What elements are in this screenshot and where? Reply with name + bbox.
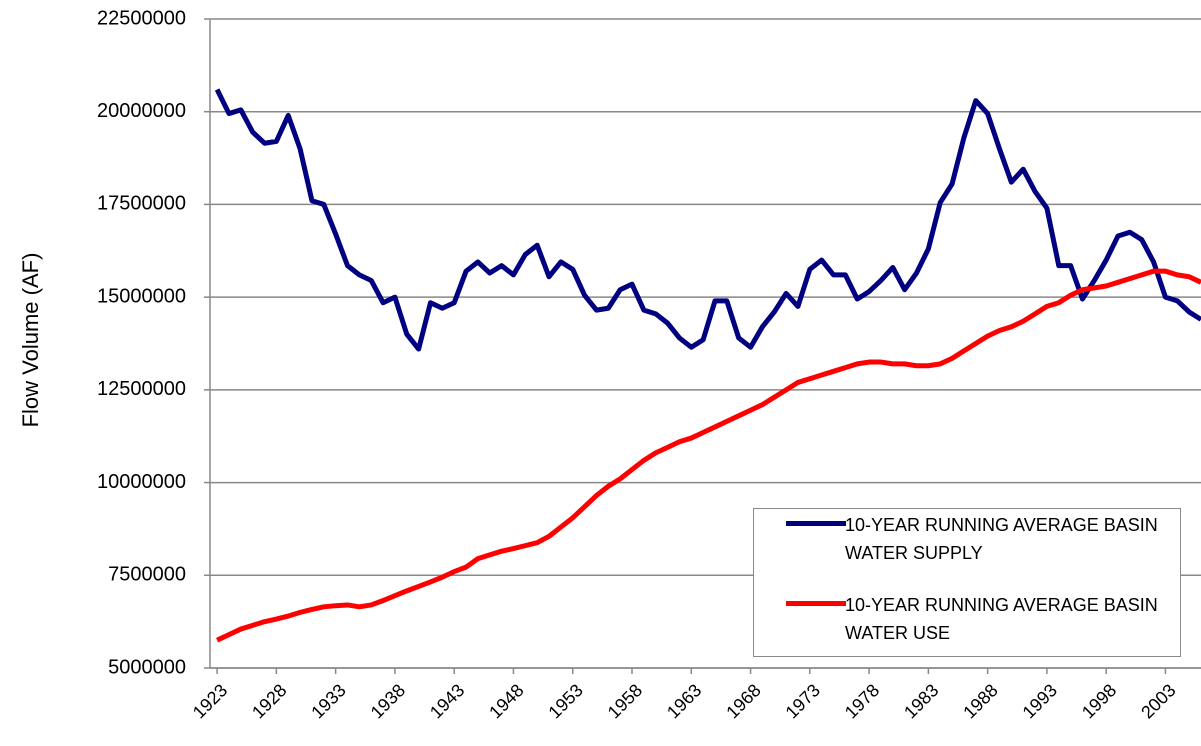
x-tick-label: 1928 <box>248 680 290 722</box>
y-tick-label: 22500000 <box>97 7 186 29</box>
x-tick-label: 1978 <box>841 680 883 722</box>
x-tick-label: 1933 <box>307 680 349 722</box>
x-tick-label: 1923 <box>189 680 231 722</box>
x-tick-label: 1973 <box>782 680 824 722</box>
x-tick-label: 1988 <box>959 680 1001 722</box>
x-tick-label: 1998 <box>1078 680 1120 722</box>
y-tick-label: 5000000 <box>108 656 186 678</box>
legend: 10-YEAR RUNNING AVERAGE BASIN WATER SUPP… <box>753 508 1181 657</box>
y-tick-label: 12500000 <box>97 378 186 400</box>
y-tick-label: 7500000 <box>108 564 186 586</box>
y-tick-label: 20000000 <box>97 100 186 122</box>
y-tick-label: 17500000 <box>97 193 186 215</box>
x-tick-label: 1983 <box>900 680 942 722</box>
x-tick-label: 1938 <box>367 680 409 722</box>
legend-swatch <box>786 521 846 526</box>
y-tick-label: 10000000 <box>97 471 186 493</box>
legend-swatch <box>786 601 846 606</box>
series-line <box>216 268 1201 643</box>
x-tick-label: 1993 <box>1019 680 1061 722</box>
legend-label: 10-YEAR RUNNING AVERAGE BASIN WATER USE <box>845 595 1158 643</box>
x-tick-label: 2003 <box>1137 680 1179 722</box>
x-tick-label: 1948 <box>485 680 527 722</box>
y-tick-label: 15000000 <box>97 285 186 307</box>
y-axis-title: Flow Volume (AF) <box>18 253 43 428</box>
x-tick-label: 1943 <box>426 680 468 722</box>
legend-label: 10-YEAR RUNNING AVERAGE BASIN WATER SUPP… <box>845 515 1158 563</box>
x-tick-label: 1953 <box>544 680 586 722</box>
x-tick-label: 1958 <box>604 680 646 722</box>
series-line <box>214 88 1201 352</box>
x-tick-label: 1968 <box>722 680 764 722</box>
x-tick-label: 1963 <box>663 680 705 722</box>
